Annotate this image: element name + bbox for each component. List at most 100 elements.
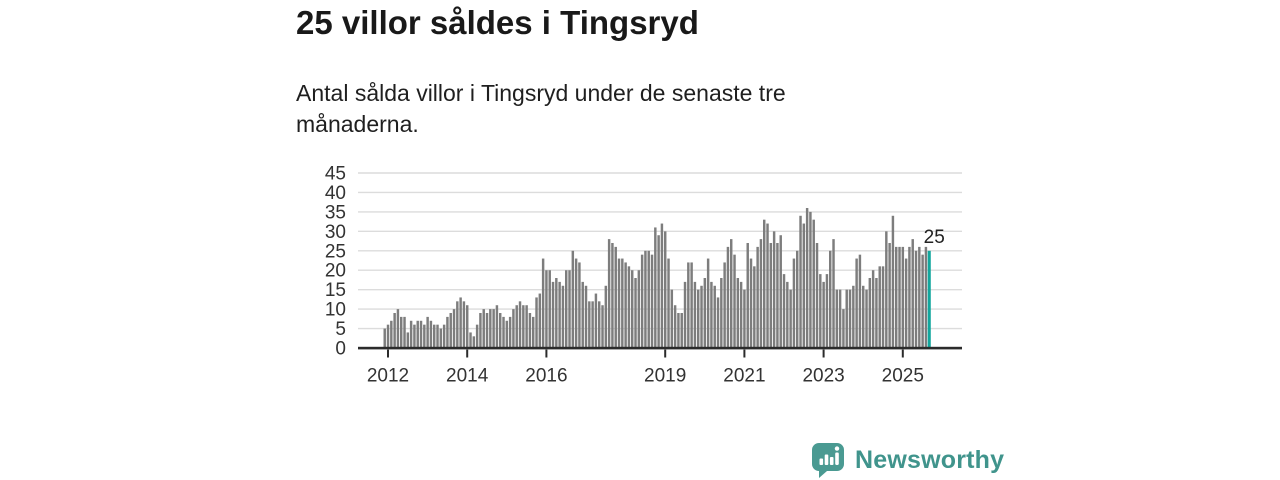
bar	[904, 258, 908, 348]
bar	[532, 316, 535, 348]
y-axis-label: 30	[325, 222, 346, 243]
bar	[660, 223, 664, 348]
bar	[650, 254, 654, 348]
bar	[842, 309, 845, 348]
bar	[383, 328, 386, 348]
bar	[693, 281, 697, 348]
bar	[848, 289, 852, 348]
bar	[667, 258, 670, 348]
bar	[436, 324, 439, 348]
bar	[499, 313, 502, 348]
bar	[640, 254, 644, 348]
bar	[739, 281, 743, 348]
bar	[736, 278, 740, 348]
bar	[901, 246, 905, 348]
bar	[617, 258, 621, 348]
bar	[670, 289, 674, 348]
bar	[825, 274, 829, 348]
bar	[604, 285, 608, 348]
y-axis-label: 35	[325, 202, 346, 223]
bar	[706, 258, 710, 348]
bar	[772, 231, 776, 348]
bar	[756, 246, 759, 348]
bar	[492, 309, 495, 348]
y-axis-label: 25	[325, 241, 346, 262]
bar	[815, 243, 819, 348]
bar	[852, 285, 855, 348]
y-axis-label: 45	[325, 164, 346, 185]
chart-subtitle-line2: månaderna.	[296, 111, 419, 137]
bar	[819, 274, 822, 348]
x-axis-label: 2012	[367, 366, 409, 387]
bar	[439, 328, 443, 348]
bar	[442, 324, 446, 348]
bar	[796, 250, 799, 348]
bar	[881, 266, 885, 348]
logo-exclamation-dot	[834, 446, 840, 451]
bar	[565, 270, 568, 348]
chart-subtitle-line1: Antal sålda villor i Tingsryd under de s…	[296, 80, 786, 106]
bar	[789, 289, 792, 348]
bar	[697, 289, 700, 348]
x-axis-label: 2025	[882, 366, 924, 387]
bar	[766, 223, 769, 348]
bar	[782, 274, 786, 348]
bar	[508, 316, 512, 348]
bar	[637, 270, 641, 348]
bar	[891, 215, 895, 348]
x-axis-label: 2019	[644, 366, 686, 387]
bar	[779, 235, 782, 348]
bar	[396, 309, 400, 348]
bar	[419, 320, 423, 348]
bar	[871, 270, 875, 348]
bar	[446, 316, 449, 348]
bar	[598, 301, 601, 348]
bar	[799, 215, 802, 348]
bar	[822, 281, 825, 348]
bar	[482, 309, 485, 348]
bar	[393, 313, 396, 348]
bar	[479, 313, 482, 348]
value-annotation: 25	[924, 227, 945, 248]
bar	[528, 313, 532, 348]
bar	[588, 301, 591, 348]
bar	[921, 254, 924, 348]
bar	[555, 278, 558, 348]
bar	[581, 281, 584, 348]
bar	[908, 246, 911, 348]
x-axis-label: 2016	[525, 366, 567, 387]
bar	[591, 301, 594, 348]
bar	[558, 281, 561, 348]
bar	[522, 305, 525, 348]
bar	[918, 246, 921, 348]
bar	[792, 258, 796, 348]
bar	[574, 258, 578, 348]
bar	[657, 235, 660, 348]
bar	[515, 305, 518, 348]
bar	[858, 254, 862, 348]
bar	[895, 246, 898, 348]
bar	[845, 289, 848, 348]
bar	[720, 278, 723, 348]
bar	[472, 336, 476, 348]
bar	[862, 285, 865, 348]
bar	[495, 305, 499, 348]
bar	[700, 285, 703, 348]
bar	[452, 309, 456, 348]
bar	[687, 262, 690, 348]
bar	[466, 305, 469, 348]
bar	[429, 320, 433, 348]
newsworthy-logo: Newsworthy	[810, 440, 1004, 480]
bar	[594, 293, 598, 348]
bar	[730, 239, 733, 348]
bar	[561, 285, 565, 348]
bar	[409, 320, 413, 348]
bar	[749, 258, 753, 348]
bar	[885, 231, 888, 348]
bar	[683, 281, 687, 348]
bar	[898, 246, 901, 348]
newsworthy-logo-text: Newsworthy	[855, 445, 1005, 474]
chart-subtitle: Antal sålda villor i Tingsryd under de s…	[296, 78, 786, 140]
